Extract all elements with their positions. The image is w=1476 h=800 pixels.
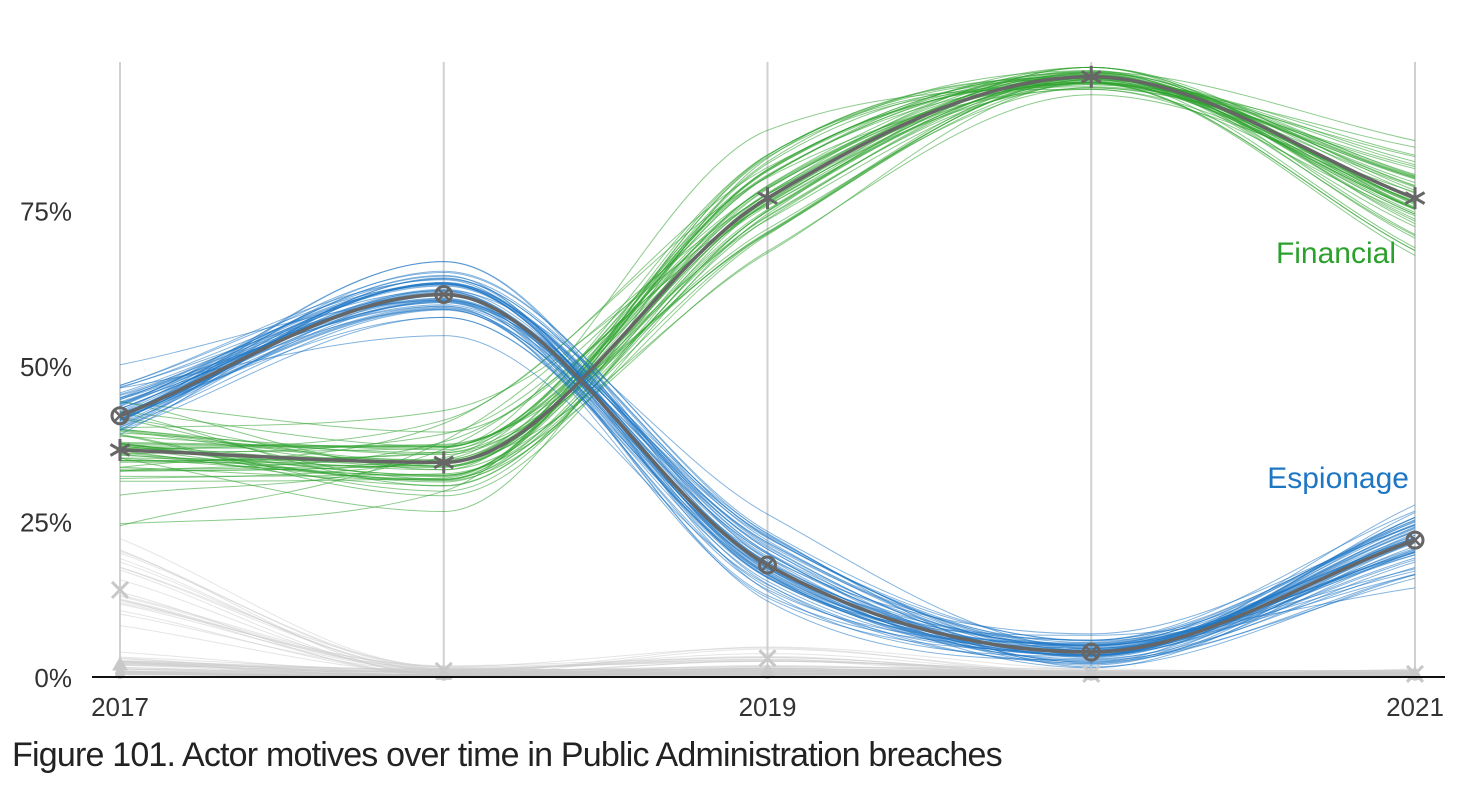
- sim-line-espionage: [119, 290, 1416, 662]
- marker-circle: [110, 406, 130, 426]
- asterisk-stroke: [1404, 191, 1426, 205]
- point-financial-2020: [1080, 65, 1102, 88]
- x-tick-label-2019: 2019: [739, 692, 797, 722]
- point-other-2018: [438, 670, 449, 681]
- marker-cross: [1084, 645, 1099, 660]
- sim-line-espionage: [119, 270, 1416, 652]
- sim-line-financial: [119, 66, 1416, 497]
- marker-cross: [760, 558, 775, 572]
- point-financial-2019: [757, 187, 778, 210]
- y-tick-label: 25%: [20, 508, 72, 538]
- point-espionage-2017: [110, 406, 130, 426]
- sim-line-financial: [119, 77, 1416, 480]
- sim-line-financial: [119, 94, 1416, 477]
- series-labels: Financial Espionage: [1267, 237, 1409, 495]
- series-label-espionage: Espionage: [1267, 462, 1409, 495]
- point-financial-2021: [1404, 187, 1426, 210]
- sim-line-financial: [119, 76, 1416, 513]
- asterisk-stroke: [1080, 69, 1102, 84]
- y-tick-label: 50%: [20, 352, 72, 382]
- point-espionage-2019: [758, 555, 777, 575]
- sim-line-espionage: [119, 335, 1416, 664]
- point-other-2017: [112, 656, 128, 671]
- marker-circle: [758, 555, 777, 575]
- point-other-2021: [1410, 670, 1420, 681]
- x-axis-ticks: 2017 2019 2021: [91, 692, 1444, 722]
- series-label-financial: Financial: [1276, 237, 1396, 270]
- sim-line-espionage: [119, 275, 1416, 641]
- sim-line-espionage: [119, 290, 1416, 661]
- marker-cross: [436, 287, 451, 302]
- sim-line-espionage: [119, 309, 1416, 635]
- marker-circle: [1405, 530, 1425, 550]
- marker-cross: [113, 408, 127, 423]
- line-chart: 0% 25% 50% 75% 2017 2019 2021 Financial Espion…: [20, 62, 1445, 722]
- x-tick-label-2021: 2021: [1386, 692, 1444, 722]
- point-other-2020: [1086, 670, 1097, 681]
- asterisk-stroke: [433, 455, 455, 470]
- marker-cross: [1408, 533, 1422, 548]
- y-tick-label: 0%: [34, 663, 72, 693]
- point-other-2017: [110, 580, 130, 599]
- sim-line-espionage: [119, 308, 1416, 656]
- marker-cross: [758, 649, 777, 668]
- sim-line-financial: [119, 72, 1416, 464]
- sim-line-espionage: [119, 284, 1416, 663]
- marker-cross: [110, 580, 130, 599]
- marker-circle: [434, 284, 454, 304]
- point-financial-2018: [433, 451, 455, 474]
- y-axis-ticks: 0% 25% 50% 75%: [20, 197, 72, 694]
- point-espionage-2020: [1081, 642, 1101, 662]
- sim-line-financial: [119, 79, 1416, 487]
- figure-caption: Figure 101. Actor motives over time in P…: [12, 736, 1003, 774]
- y-tick-label: 75%: [20, 197, 72, 227]
- point-financial-2017: [109, 438, 131, 461]
- point-other-2019: [758, 649, 777, 668]
- sim-line-financial: [119, 82, 1416, 468]
- sim-line-espionage: [119, 281, 1416, 644]
- asterisk-stroke: [109, 443, 131, 457]
- data-points: [109, 65, 1426, 683]
- marker-circle: [1081, 642, 1101, 662]
- point-espionage-2018: [434, 284, 454, 304]
- x-tick-label-2017: 2017: [91, 692, 149, 722]
- point-espionage-2021: [1405, 530, 1425, 550]
- asterisk-stroke: [757, 191, 778, 205]
